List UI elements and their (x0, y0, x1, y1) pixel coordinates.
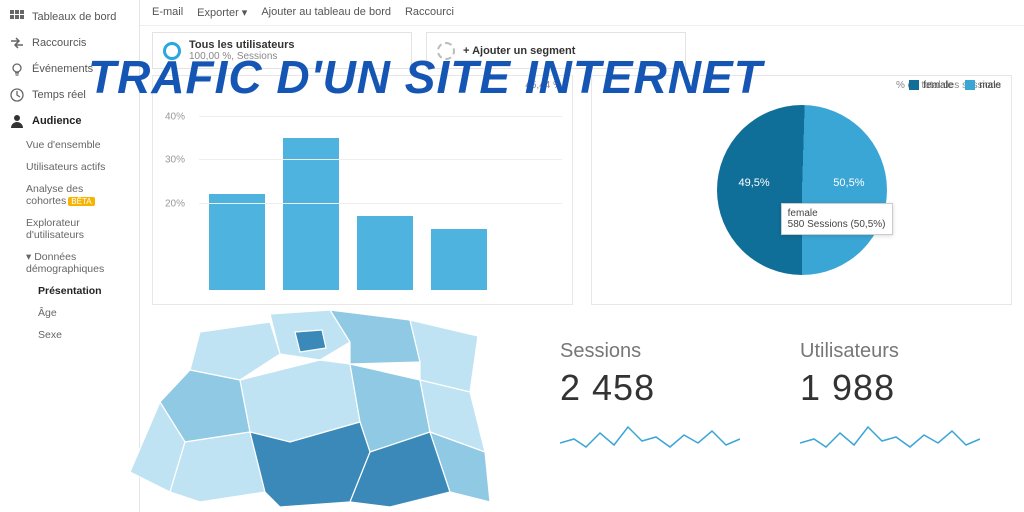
bar-chart: 20% 30% 40% (199, 94, 562, 290)
toolbar-e-mail[interactable]: E-mail (152, 6, 183, 19)
grid-icon (10, 10, 24, 24)
subnav-vue-d-ensemble[interactable]: Vue d'ensemble (26, 134, 139, 156)
toolbar-raccourci[interactable]: Raccourci (405, 6, 454, 19)
stat-value: 1 988 (800, 367, 980, 409)
pie-chart: 49,5% 50,5% female580 Sessions (50,5%) (717, 105, 887, 275)
gridline: 40% (199, 116, 562, 117)
pie-label-male: 49,5% (739, 177, 770, 189)
person-icon (10, 114, 24, 128)
gridline: 30% (199, 159, 562, 160)
main: E-mail Exporter ▾ Ajouter au tableau de bo… (140, 0, 1024, 305)
overlay-title: TRAFIC D'UN SITE INTERNET (88, 50, 763, 104)
stat-title: Utilisateurs (800, 340, 980, 363)
subnav-explorateur-d-utilisateurs[interactable]: Explorateur d'utilisateurs (26, 212, 139, 246)
bar (209, 194, 265, 290)
subnav-utilisateurs-actifs[interactable]: Utilisateurs actifs (26, 156, 139, 178)
sex-pie-panel: % du total des sessions femalemale 49,5%… (591, 75, 1012, 305)
arrows-icon (10, 36, 24, 50)
pie-label-female: 50,5% (833, 177, 864, 189)
toolbar-ajouter-au-tableau-de-bord[interactable]: Ajouter au tableau de bord (261, 6, 391, 19)
subnav-analyse-des-cohortes[interactable]: Analyse des cohortesBÊTA (26, 178, 139, 212)
map-region (170, 432, 265, 502)
sidebar-item-tableaux-de-bord[interactable]: Tableaux de bord (0, 4, 139, 30)
stat-utilisateurs: Utilisateurs 1 988 (800, 340, 980, 458)
bar (283, 138, 339, 290)
gridline: 20% (199, 203, 562, 204)
clock-icon (10, 88, 24, 102)
toolbar: E-mail Exporter ▾ Ajouter au tableau de bo… (140, 0, 1024, 26)
subnav-pr-sentation[interactable]: Présentation (26, 280, 139, 302)
stats-row: Sessions 2 458 Utilisateurs 1 988 (560, 340, 980, 458)
bar (357, 216, 413, 290)
sidebar-item-audience[interactable]: Audience (0, 108, 139, 134)
stat-value: 2 458 (560, 367, 740, 409)
sparkline (800, 419, 980, 455)
bar (431, 229, 487, 290)
subnav--donn-es-d-mographiques[interactable]: ▾ Données démographiques (26, 246, 139, 280)
y-axis-label: 40% (165, 111, 185, 122)
y-axis-label: 30% (165, 155, 185, 166)
pie-tooltip: female580 Sessions (50,5%) (781, 203, 893, 235)
y-axis-label: 20% (165, 198, 185, 209)
map-region (190, 322, 280, 380)
stat-sessions: Sessions 2 458 (560, 340, 740, 458)
stat-title: Sessions (560, 340, 740, 363)
bulb-icon (10, 62, 24, 76)
france-map (90, 302, 510, 512)
map-region (295, 330, 326, 352)
age-bar-panel: 45,44 % 20%30%40% (152, 75, 573, 305)
toolbar-exporter-[interactable]: Exporter ▾ (197, 6, 247, 19)
sparkline (560, 419, 740, 455)
